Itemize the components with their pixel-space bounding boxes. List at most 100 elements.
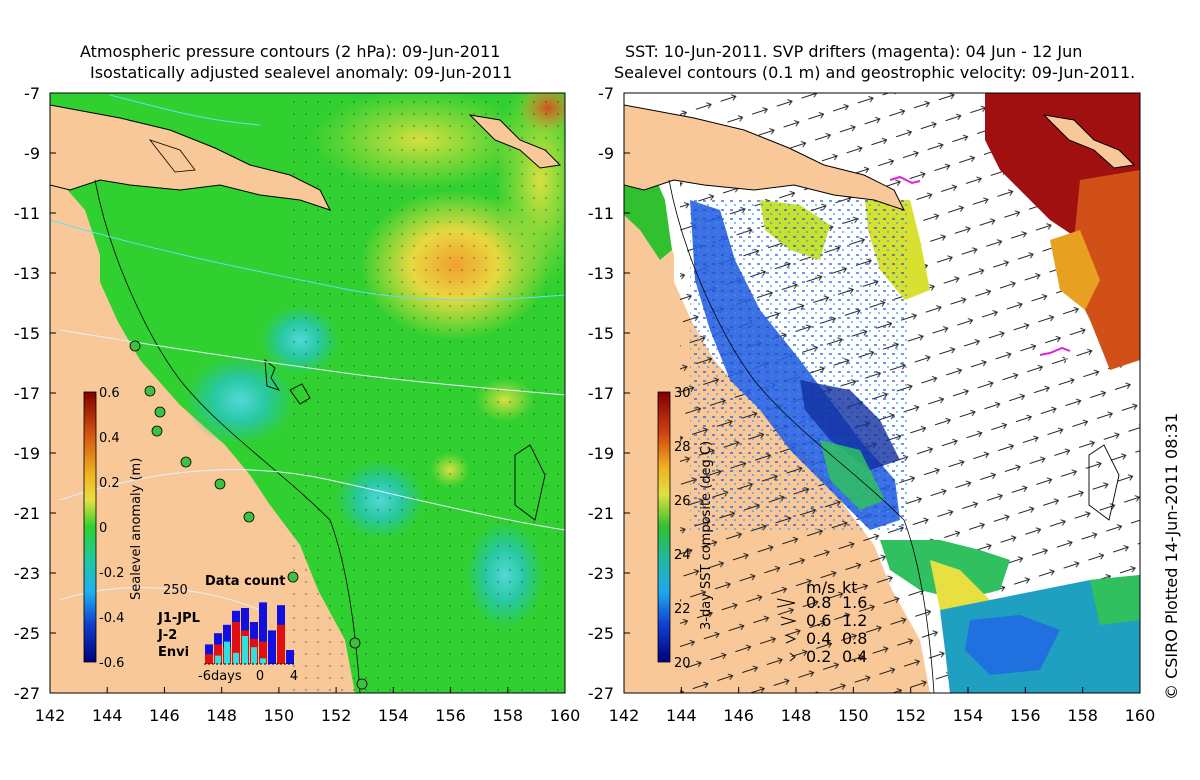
lat-label: -15: [14, 324, 40, 343]
velocity-key-kt: 0.4: [842, 647, 867, 666]
colorbar-tick-label: 30: [674, 386, 691, 401]
lon-label: 144: [666, 706, 697, 725]
right-colorbar-ticks: 30 28 26 24 22 20: [674, 386, 691, 671]
lon-label: 160: [550, 706, 581, 725]
lat-label: -17: [588, 384, 614, 403]
left-colorbar-label: Sealevel anomaly (m): [129, 458, 144, 600]
velocity-key-ms-header: m/s: [806, 578, 835, 597]
lon-label: 156: [1010, 706, 1041, 725]
data-count-legend-item: J-2: [157, 628, 177, 643]
lat-label: -23: [588, 564, 614, 583]
data-count-bar-envi: [260, 658, 266, 664]
data-count-bar-envi: [233, 652, 239, 664]
lat-label: -7: [24, 84, 40, 103]
data-count-bar-envi: [215, 655, 221, 664]
colorbar-tick-label: 24: [674, 548, 691, 563]
data-count-bar-j1: [286, 650, 294, 664]
left-title-line1: Atmospheric pressure contours (2 hPa): 0…: [80, 42, 501, 61]
lat-label: -21: [14, 504, 40, 523]
data-count-ymax: 250: [163, 583, 188, 598]
velocity-key: m/s kt 0.8 1.60.6 1.20.4 0.80.2 0.4: [776, 578, 867, 666]
colorbar-tick-label: 0.2: [99, 476, 120, 491]
lon-label: 146: [149, 706, 180, 725]
velocity-key-kt-header: kt: [842, 578, 858, 597]
lon-label: 160: [1125, 706, 1156, 725]
lat-label: -9: [598, 144, 614, 163]
velocity-key-kt: 1.2: [842, 611, 867, 630]
data-count-inset: Data count 250 J1-JPL J-2 Envi -6days 0 4: [157, 574, 298, 684]
lon-label: 144: [92, 706, 123, 725]
lat-label: -25: [588, 624, 614, 643]
lon-label: 148: [206, 706, 237, 725]
data-count-bar-j1: [268, 630, 276, 664]
lon-label: 152: [321, 706, 352, 725]
lat-label: -27: [588, 684, 614, 703]
data-count-bar-envi: [242, 636, 248, 664]
velocity-key-arrow: [776, 598, 796, 608]
right-colorbar: [657, 391, 671, 663]
lon-label: 150: [264, 706, 295, 725]
lon-label: 150: [838, 706, 869, 725]
lat-label: -23: [14, 564, 40, 583]
lat-label: -13: [588, 264, 614, 283]
colorbar-tick-label: -0.4: [99, 611, 124, 626]
lon-label: 158: [493, 706, 524, 725]
lat-label: -25: [14, 624, 40, 643]
lat-label: -17: [14, 384, 40, 403]
colorbar-tick-label: -0.6: [99, 656, 124, 671]
lat-label: -11: [14, 204, 40, 223]
velocity-key-arrow: [780, 616, 797, 626]
data-count-x-label: 0: [256, 669, 264, 684]
left-lon-labels: 142 144 146 148 150 152 154 156 158 160: [35, 687, 581, 725]
lon-label: 152: [895, 706, 926, 725]
data-count-x-label: -6days: [198, 669, 242, 684]
left-title-line2: Isostatically adjusted sealevel anomaly:…: [90, 63, 513, 82]
colorbar-tick-label: 26: [674, 494, 691, 509]
lat-label: -15: [588, 324, 614, 343]
data-count-legend-item: Envi: [158, 645, 189, 660]
lat-label: -19: [588, 444, 614, 463]
colorbar-tick-label: 0.6: [99, 386, 120, 401]
lon-label: 158: [1067, 706, 1098, 725]
velocity-key-arrow: [785, 634, 797, 644]
data-count-bar-envi: [224, 641, 230, 664]
data-count-title: Data count: [205, 574, 285, 589]
lon-label: 156: [435, 706, 466, 725]
colorbar-tick-label: 28: [674, 440, 691, 455]
right-lat-labels: -7 -9 -11 -13 -15 -17 -19 -21 -23 -25 -27: [588, 84, 630, 703]
lat-label: -7: [598, 84, 614, 103]
data-count-x-label: 4: [290, 669, 298, 684]
colorbar-tick-label: 0: [99, 521, 107, 536]
left-colorbar: [83, 391, 97, 663]
colorbar-tick-label: -0.2: [99, 566, 124, 581]
colorbar-tick-label: 22: [674, 602, 691, 617]
lon-label: 148: [781, 706, 812, 725]
lon-label: 154: [378, 706, 409, 725]
velocity-key-kt: 0.8: [842, 629, 867, 648]
right-colorbar-label: 3-day SST composite (deg C): [699, 441, 714, 630]
data-count-bar-envi: [251, 647, 257, 664]
velocity-key-ms: 0.8: [806, 593, 831, 612]
data-count-legend-item: J1-JPL: [157, 611, 200, 626]
data-count-bar-j2: [232, 622, 240, 664]
lon-label: 154: [953, 706, 984, 725]
lat-label: -19: [14, 444, 40, 463]
data-count-bar-j1: [259, 602, 267, 664]
data-count-bar-j2: [205, 654, 213, 664]
lat-label: -13: [14, 264, 40, 283]
right-lon-labels: 142 144 146 148 150 152 154 156 158 160: [609, 687, 1156, 725]
lon-label: 142: [35, 706, 66, 725]
lon-label: 142: [609, 706, 640, 725]
colorbar-tick-label: 0.4: [99, 431, 120, 446]
left-lat-labels: -7 -9 -11 -13 -15 -17 -19 -21 -23 -25 -27: [14, 84, 56, 703]
data-count-bar-j2: [214, 644, 222, 664]
velocity-key-ms: 0.4: [806, 629, 831, 648]
lat-label: -9: [24, 144, 40, 163]
lat-label: -11: [588, 204, 614, 223]
lat-label: -21: [588, 504, 614, 523]
colorbar-tick-label: 20: [674, 656, 691, 671]
velocity-key-ms: 0.2: [806, 647, 831, 666]
data-count-bar-j2: [259, 641, 267, 664]
velocity-key-ms: 0.6: [806, 611, 831, 630]
